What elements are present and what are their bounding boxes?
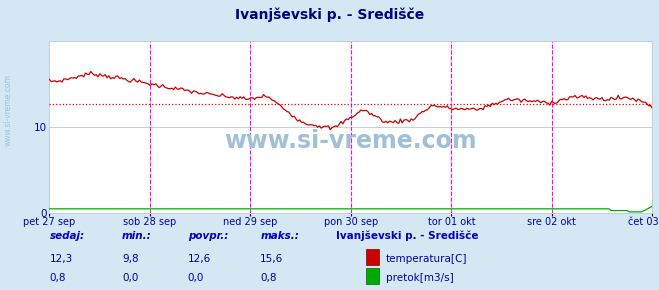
Text: 12,6: 12,6 (188, 254, 211, 264)
Text: maks.:: maks.: (260, 231, 299, 241)
Text: 0,0: 0,0 (188, 273, 204, 283)
Text: pretok[m3/s]: pretok[m3/s] (386, 273, 453, 283)
Text: www.si-vreme.com: www.si-vreme.com (225, 129, 477, 153)
Text: temperatura[C]: temperatura[C] (386, 254, 467, 264)
Text: 0,0: 0,0 (122, 273, 138, 283)
Text: 12,3: 12,3 (49, 254, 72, 264)
Text: Ivanjševski p. - Središče: Ivanjševski p. - Središče (235, 7, 424, 22)
Text: min.:: min.: (122, 231, 152, 241)
Text: 0,8: 0,8 (49, 273, 66, 283)
Text: www.si-vreme.com: www.si-vreme.com (3, 74, 13, 146)
Text: sedaj:: sedaj: (49, 231, 84, 241)
Text: povpr.:: povpr.: (188, 231, 228, 241)
Text: 15,6: 15,6 (260, 254, 283, 264)
Text: 0,8: 0,8 (260, 273, 277, 283)
Text: 9,8: 9,8 (122, 254, 138, 264)
Text: Ivanjševski p. - Središče: Ivanjševski p. - Središče (336, 231, 478, 241)
